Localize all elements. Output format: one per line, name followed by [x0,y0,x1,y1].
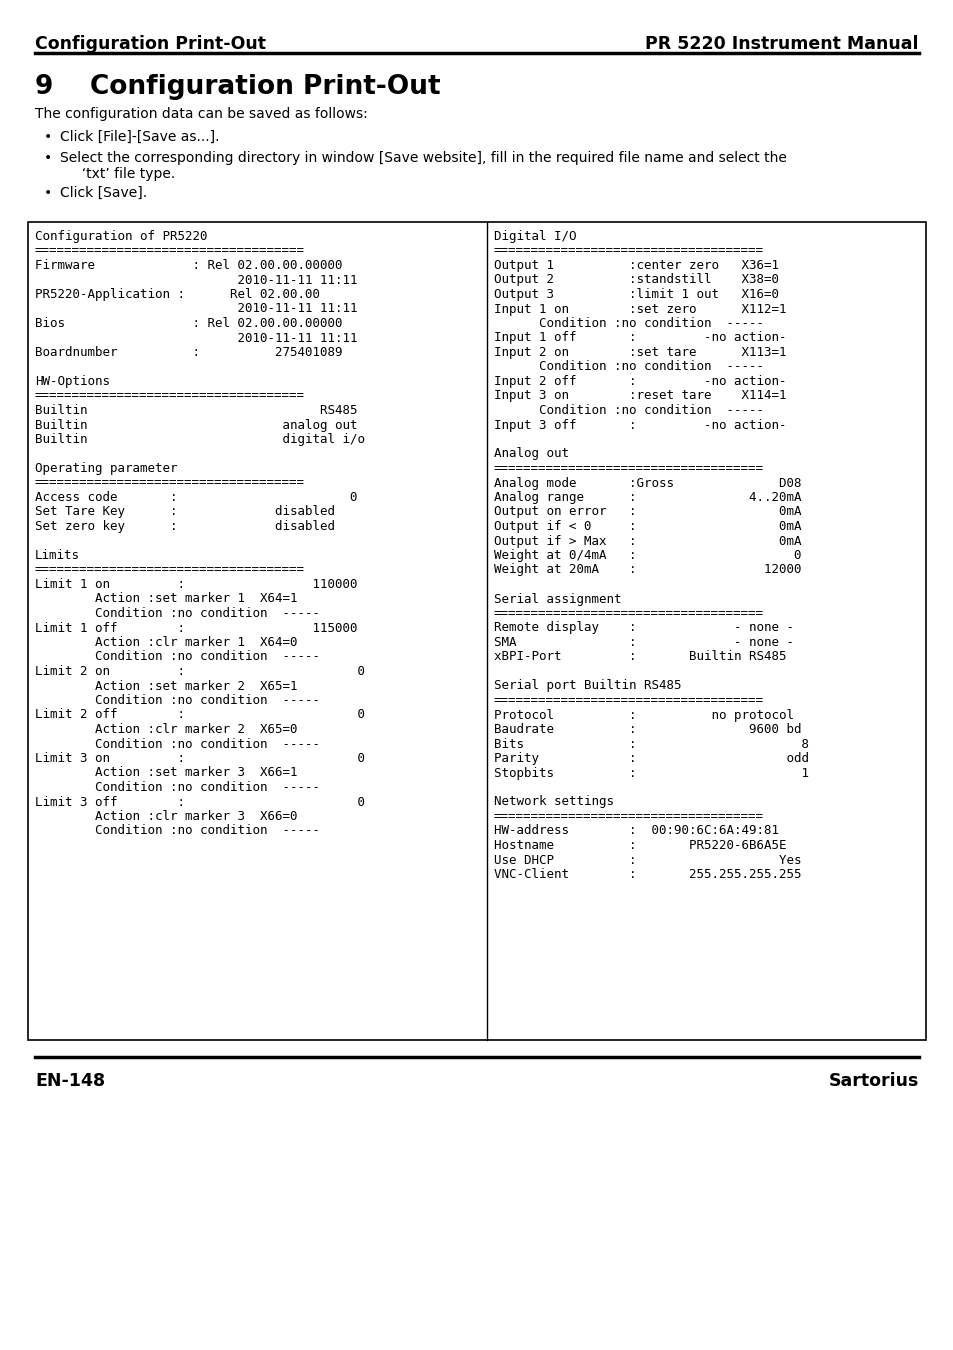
Text: ====================================: ==================================== [494,694,763,707]
Text: Builtin                          digital i/o: Builtin digital i/o [35,433,365,446]
Text: Condition :no condition  -----: Condition :no condition ----- [35,825,319,837]
Text: Builtin                               RS485: Builtin RS485 [35,404,357,417]
Text: Serial assignment: Serial assignment [494,593,620,606]
Text: Condition :no condition  -----: Condition :no condition ----- [35,608,319,620]
Text: Input 3 off       :         -no action-: Input 3 off : -no action- [494,418,785,432]
Text: •: • [44,186,52,200]
Text: PR 5220 Instrument Manual: PR 5220 Instrument Manual [645,35,918,53]
Text: Condition :no condition  -----: Condition :no condition ----- [494,360,763,374]
Text: Action :clr marker 3  X66=0: Action :clr marker 3 X66=0 [35,810,297,824]
Text: Input 3 on        :reset tare    X114=1: Input 3 on :reset tare X114=1 [494,390,785,402]
Text: Limits: Limits [35,549,80,562]
Text: Configuration of PR5220: Configuration of PR5220 [35,230,208,243]
Text: Set Tare Key      :             disabled: Set Tare Key : disabled [35,505,335,518]
Text: Output on error   :                   0mA: Output on error : 0mA [494,505,801,518]
Text: Access code       :                       0: Access code : 0 [35,491,357,504]
Text: Baudrate          :               9600 bd: Baudrate : 9600 bd [494,724,801,736]
Text: Input 2 on        :set tare      X113=1: Input 2 on :set tare X113=1 [494,346,785,359]
Text: ====================================: ==================================== [35,477,305,490]
Text: Hostname          :       PR5220-6B6A5E: Hostname : PR5220-6B6A5E [494,838,785,852]
Text: Input 1 on        :set zero      X112=1: Input 1 on :set zero X112=1 [494,302,785,316]
Text: Action :set marker 3  X66=1: Action :set marker 3 X66=1 [35,767,297,779]
Text: Condition :no condition  -----: Condition :no condition ----- [494,404,763,417]
Text: Analog out: Analog out [494,447,568,460]
Text: ====================================: ==================================== [494,244,763,258]
Text: Condition :no condition  -----: Condition :no condition ----- [35,694,319,707]
Text: Protocol          :          no protocol: Protocol : no protocol [494,709,793,721]
Text: Limit 3 on         :                       0: Limit 3 on : 0 [35,752,365,765]
Text: Output 3          :limit 1 out   X16=0: Output 3 :limit 1 out X16=0 [494,288,779,301]
Text: ====================================: ==================================== [35,563,305,576]
Text: xBPI-Port         :       Builtin RS485: xBPI-Port : Builtin RS485 [494,651,785,663]
Text: Configuration Print-Out: Configuration Print-Out [35,35,266,53]
Text: 2010-11-11 11:11: 2010-11-11 11:11 [35,302,357,316]
Text: Limit 2 off        :                       0: Limit 2 off : 0 [35,709,365,721]
Text: Analog range      :               4..20mA: Analog range : 4..20mA [494,491,801,504]
Text: Set zero key      :             disabled: Set zero key : disabled [35,520,335,533]
Text: HW-address        :  00:90:6C:6A:49:81: HW-address : 00:90:6C:6A:49:81 [494,825,779,837]
Text: 2010-11-11 11:11: 2010-11-11 11:11 [35,332,357,344]
Text: Action :clr marker 1  X64=0: Action :clr marker 1 X64=0 [35,636,297,649]
Text: Limit 1 on         :                 110000: Limit 1 on : 110000 [35,578,357,591]
Text: Output if < 0     :                   0mA: Output if < 0 : 0mA [494,520,801,533]
Text: SMA               :             - none -: SMA : - none - [494,636,793,649]
Text: •: • [44,151,52,165]
Text: Action :set marker 2  X65=1: Action :set marker 2 X65=1 [35,679,297,693]
Text: Builtin                          analog out: Builtin analog out [35,418,357,432]
Text: Use DHCP          :                   Yes: Use DHCP : Yes [494,853,801,867]
Text: The configuration data can be saved as follows:: The configuration data can be saved as f… [35,107,367,122]
Text: ====================================: ==================================== [35,390,305,402]
Text: Network settings: Network settings [494,795,614,809]
Text: ====================================: ==================================== [494,810,763,824]
Text: ====================================: ==================================== [35,244,305,258]
Text: Output 2          :standstill    X38=0: Output 2 :standstill X38=0 [494,274,779,286]
Text: Action :clr marker 2  X65=0: Action :clr marker 2 X65=0 [35,724,297,736]
Text: Condition :no condition  -----: Condition :no condition ----- [35,651,319,663]
Text: Digital I/O: Digital I/O [494,230,576,243]
Text: Bits              :                      8: Bits : 8 [494,737,808,751]
Bar [28,221,925,1040]
Text: Weight at 0/4mA   :                     0: Weight at 0/4mA : 0 [494,549,801,562]
Text: Operating parameter: Operating parameter [35,462,177,475]
Text: Output 1          :center zero   X36=1: Output 1 :center zero X36=1 [494,259,779,271]
Text: HW-Options: HW-Options [35,375,110,387]
Text: Input 1 off       :         -no action-: Input 1 off : -no action- [494,332,785,344]
Text: ====================================: ==================================== [494,462,763,475]
Text: Weight at 20mA    :                 12000: Weight at 20mA : 12000 [494,563,801,576]
Text: EN-148: EN-148 [35,1072,105,1089]
Text: Sartorius: Sartorius [828,1072,918,1089]
Text: Condition :no condition  -----: Condition :no condition ----- [35,737,319,751]
Text: Input 2 off       :         -no action-: Input 2 off : -no action- [494,375,785,387]
Text: 2010-11-11 11:11: 2010-11-11 11:11 [35,274,357,286]
Text: Condition :no condition  -----: Condition :no condition ----- [35,782,319,794]
Text: Analog mode       :Gross              D08: Analog mode :Gross D08 [494,477,801,490]
Text: Serial port Builtin RS485: Serial port Builtin RS485 [494,679,680,693]
Text: Limit 2 on         :                       0: Limit 2 on : 0 [35,666,365,678]
Text: Stopbits          :                      1: Stopbits : 1 [494,767,808,779]
Text: Output if > Max   :                   0mA: Output if > Max : 0mA [494,535,801,548]
Text: ====================================: ==================================== [494,608,763,620]
Text: Firmware             : Rel 02.00.00.00000: Firmware : Rel 02.00.00.00000 [35,259,342,271]
Text: Select the corresponding directory in window [Save website], fill in the require: Select the corresponding directory in wi… [60,151,786,181]
Text: Click [Save].: Click [Save]. [60,186,147,200]
Text: Action :set marker 1  X64=1: Action :set marker 1 X64=1 [35,593,297,606]
Text: Limit 3 off        :                       0: Limit 3 off : 0 [35,795,365,809]
Text: •: • [44,130,52,144]
Text: Boardnumber          :          275401089: Boardnumber : 275401089 [35,346,342,359]
Text: Bios                 : Rel 02.00.00.00000: Bios : Rel 02.00.00.00000 [35,317,342,329]
Text: Remote display    :             - none -: Remote display : - none - [494,621,793,634]
Text: VNC-Client        :       255.255.255.255: VNC-Client : 255.255.255.255 [494,868,801,882]
Text: 9    Configuration Print-Out: 9 Configuration Print-Out [35,74,440,100]
Text: PR5220-Application :      Rel 02.00.00: PR5220-Application : Rel 02.00.00 [35,288,319,301]
Text: Limit 1 off        :                 115000: Limit 1 off : 115000 [35,621,357,634]
Text: Parity            :                    odd: Parity : odd [494,752,808,765]
Text: Click [File]-[Save as...].: Click [File]-[Save as...]. [60,130,219,144]
Text: Condition :no condition  -----: Condition :no condition ----- [494,317,763,329]
